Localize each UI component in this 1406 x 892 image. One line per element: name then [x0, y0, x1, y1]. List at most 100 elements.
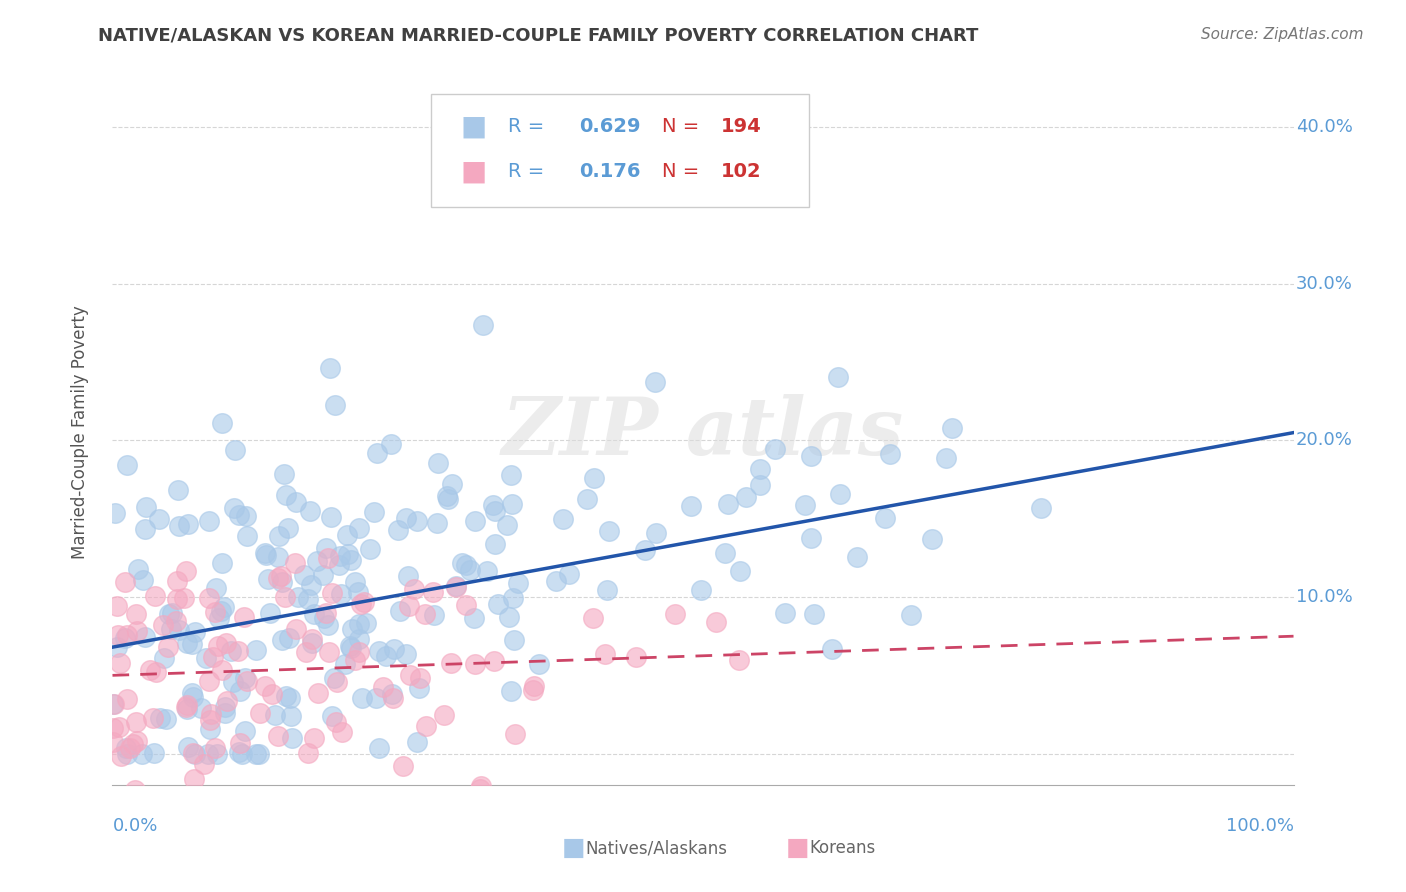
- Point: [287, 591, 309, 605]
- Point: [162, 606, 184, 620]
- Point: [340, 552, 363, 566]
- Point: [395, 647, 418, 661]
- Point: [295, 645, 318, 659]
- Point: [256, 572, 278, 586]
- Text: 0.0%: 0.0%: [112, 817, 157, 835]
- Point: [200, 713, 222, 727]
- Point: [900, 607, 922, 622]
- Point: [794, 498, 817, 512]
- Point: [104, 506, 127, 520]
- Text: 20.0%: 20.0%: [1296, 432, 1353, 450]
- Point: [245, 643, 267, 657]
- Point: [267, 549, 290, 564]
- Point: [382, 691, 405, 706]
- Point: [114, 575, 136, 590]
- Point: [827, 370, 849, 384]
- Point: [323, 398, 346, 412]
- Point: [503, 632, 526, 647]
- Point: [198, 674, 221, 689]
- Point: [436, 489, 458, 503]
- Point: [353, 595, 375, 609]
- Point: [298, 504, 321, 518]
- Point: [681, 499, 703, 513]
- Point: [415, 718, 437, 732]
- Point: [523, 679, 546, 693]
- Point: [212, 599, 235, 614]
- Point: [422, 607, 444, 622]
- Point: [231, 747, 253, 761]
- Point: [727, 653, 749, 667]
- Point: [728, 564, 751, 578]
- Point: [142, 711, 165, 725]
- Point: [134, 522, 156, 536]
- Point: [935, 451, 957, 466]
- Point: [773, 606, 796, 620]
- Point: [200, 706, 222, 721]
- Text: 0.629: 0.629: [579, 117, 641, 136]
- Point: [575, 492, 598, 507]
- Point: [167, 483, 190, 498]
- Point: [284, 556, 307, 570]
- Point: [484, 504, 506, 518]
- Point: [422, 584, 444, 599]
- Point: [463, 611, 485, 625]
- Text: Koreans: Koreans: [810, 839, 876, 857]
- Point: [233, 723, 256, 738]
- Point: [522, 682, 544, 697]
- Point: [201, 649, 224, 664]
- Point: [593, 647, 616, 661]
- Point: [879, 447, 901, 461]
- Point: [176, 739, 198, 754]
- Point: [276, 689, 298, 703]
- Point: [299, 578, 322, 592]
- Point: [316, 550, 339, 565]
- Point: [845, 550, 868, 565]
- Point: [226, 644, 249, 658]
- Point: [214, 706, 236, 721]
- Point: [249, 706, 271, 721]
- Point: [436, 492, 458, 507]
- Point: [315, 541, 337, 555]
- Point: [149, 711, 172, 725]
- Point: [749, 478, 772, 492]
- Point: [319, 361, 342, 376]
- Point: [441, 477, 464, 491]
- Point: [127, 562, 149, 576]
- Point: [101, 721, 124, 735]
- Point: [343, 653, 366, 667]
- Point: [198, 514, 221, 528]
- Point: [205, 581, 228, 595]
- Point: [315, 606, 337, 620]
- Point: [475, 564, 498, 578]
- Point: [689, 583, 711, 598]
- Point: [270, 632, 292, 647]
- Point: [529, 657, 551, 671]
- Point: [253, 679, 276, 693]
- Point: [496, 517, 519, 532]
- Point: [321, 586, 343, 600]
- Point: [664, 607, 686, 622]
- Point: [347, 616, 370, 631]
- Point: [921, 532, 943, 546]
- Point: [297, 592, 319, 607]
- Point: [366, 446, 388, 460]
- Text: N =: N =: [662, 117, 706, 136]
- Point: [502, 591, 524, 605]
- Point: [115, 747, 138, 761]
- Point: [198, 591, 221, 605]
- Point: [408, 681, 430, 696]
- Point: [236, 529, 259, 543]
- Point: [228, 508, 250, 523]
- Point: [634, 543, 657, 558]
- Point: [215, 693, 238, 707]
- Point: [115, 627, 138, 641]
- Point: [440, 656, 463, 670]
- Point: [558, 567, 581, 582]
- Point: [204, 605, 226, 619]
- Point: [177, 516, 200, 531]
- Point: [181, 690, 204, 704]
- Point: [274, 591, 297, 605]
- Point: [211, 556, 233, 570]
- Point: [468, 782, 491, 797]
- Point: [247, 747, 270, 761]
